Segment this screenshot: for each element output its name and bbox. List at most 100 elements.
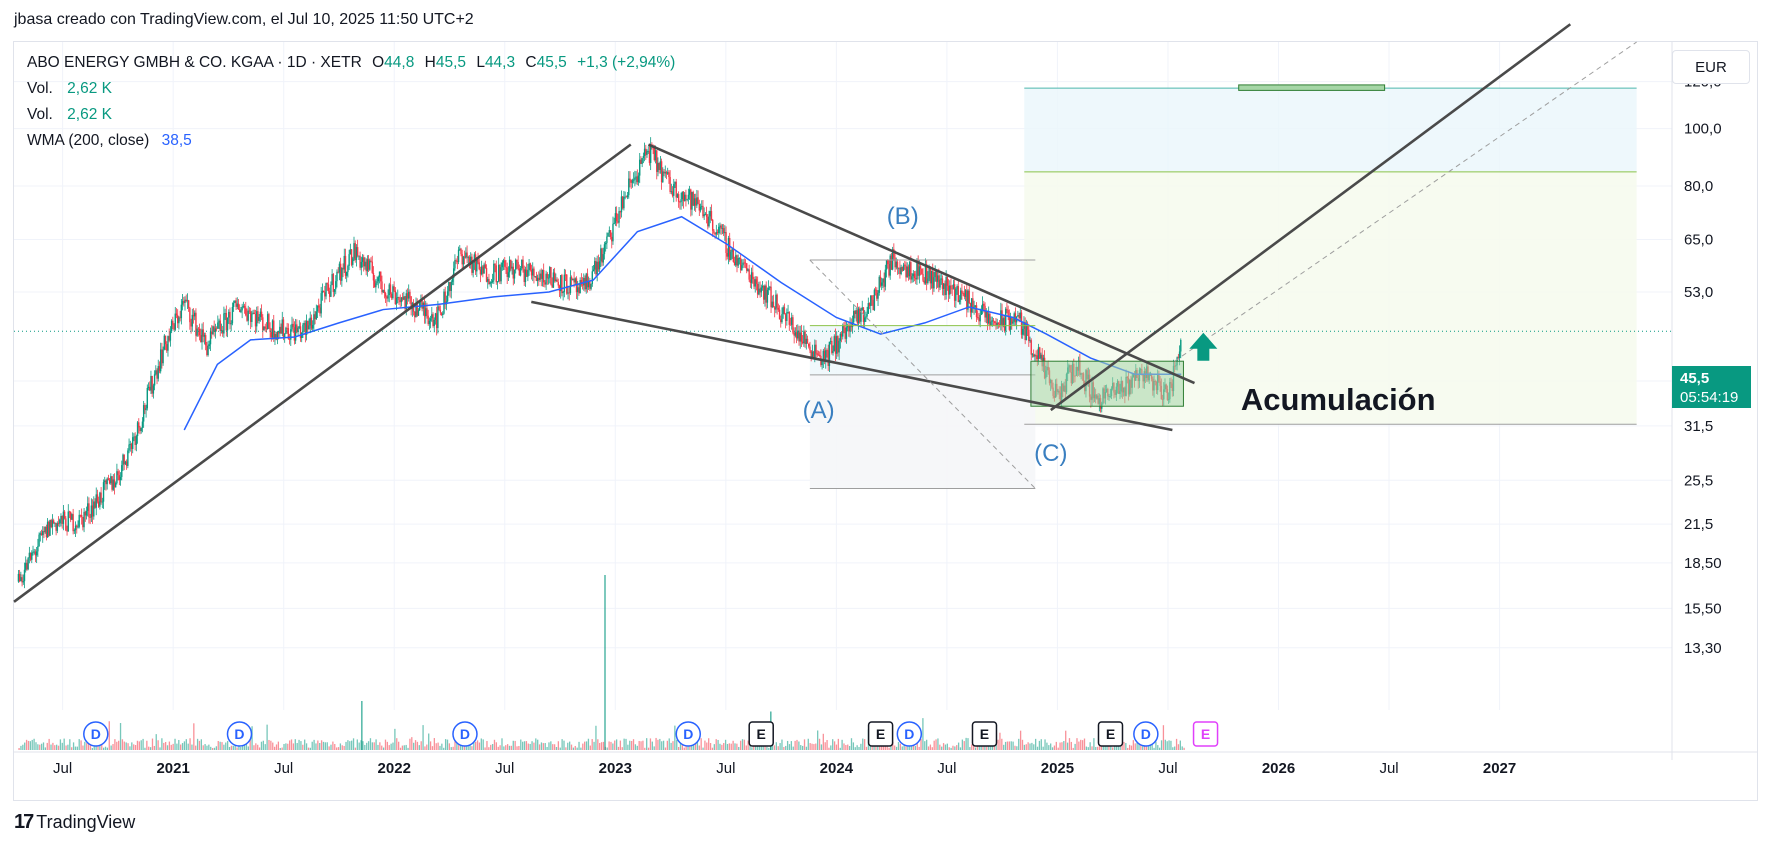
legend-volume-row-1[interactable]: Vol. 2,62 K: [27, 80, 112, 98]
candle-body: [290, 329, 292, 340]
earnings-marker-icon: [971, 721, 998, 747]
volume-bar: [597, 739, 599, 750]
volume-bar: [880, 744, 883, 750]
candle-body: [196, 328, 198, 336]
candle-body: [46, 521, 49, 538]
volume-bar: [969, 747, 971, 750]
volume-bar: [704, 740, 706, 750]
volume-bar: [939, 744, 941, 750]
volume-bar: [369, 738, 372, 750]
candle-body: [434, 313, 437, 320]
volume-bar: [1036, 746, 1039, 750]
volume-bar: [1127, 747, 1129, 750]
candle-body: [512, 266, 514, 279]
price-tick-label: 13,30: [1684, 640, 1722, 657]
volume-bar: [584, 741, 586, 750]
candle-body: [789, 324, 792, 326]
candle-body: [493, 263, 495, 281]
candle-body: [217, 322, 219, 329]
volume-bar: [172, 743, 174, 750]
candle-body: [840, 333, 843, 337]
candle-body: [697, 197, 699, 204]
candle-body: [39, 533, 42, 535]
volume-bar: [779, 743, 781, 750]
legend-wma-row[interactable]: WMA (200, close) 38,5: [27, 132, 192, 150]
candle-body: [87, 503, 89, 511]
candle-body: [352, 258, 354, 265]
candle-body: [773, 307, 776, 310]
wma-value: 38,5: [161, 132, 192, 149]
candle-body: [536, 277, 539, 282]
volume-bar: [352, 738, 355, 750]
volume-bar: [307, 747, 310, 750]
candle-body: [889, 255, 891, 276]
volume-bar: [907, 745, 909, 750]
candle-body: [739, 258, 742, 271]
volume-bar: [1063, 741, 1065, 750]
candle-body: [279, 326, 281, 334]
volume-bar: [967, 738, 969, 750]
candle-body: [654, 150, 657, 161]
candle-body: [84, 511, 86, 516]
candle-body: [780, 319, 782, 323]
candle-body: [68, 511, 71, 513]
volume-bar: [952, 745, 954, 750]
candle-body: [898, 267, 900, 269]
candle-body: [333, 289, 336, 292]
volume-bar: [195, 745, 197, 750]
candle-body: [715, 232, 718, 235]
legend-volume-row-2[interactable]: Vol. 2,62 K: [27, 106, 112, 124]
candle-body: [241, 306, 243, 311]
candle-body: [153, 374, 156, 386]
candle-body: [680, 199, 682, 203]
candle-body: [992, 320, 995, 322]
vol-value: 2,62 K: [67, 80, 112, 97]
candle-body: [93, 501, 95, 517]
candle-body: [950, 285, 952, 289]
volume-bar: [706, 742, 708, 750]
candle-body: [578, 287, 580, 294]
volume-bar: [125, 742, 127, 750]
candle-body: [183, 301, 185, 303]
candle-body: [725, 232, 727, 254]
candle-body: [314, 314, 316, 320]
candle-body: [141, 421, 144, 428]
candle-body: [630, 180, 632, 183]
candle-body: [275, 334, 277, 340]
volume-bar: [897, 742, 900, 750]
candle-body: [102, 482, 105, 502]
candle-body: [902, 264, 905, 271]
candle-body: [113, 479, 116, 488]
candle-body: [128, 444, 130, 451]
volume-bars: [18, 575, 1185, 750]
candle-body: [167, 336, 169, 351]
legend-symbol-row[interactable]: ABO ENERGY GMBH & CO. KGAA · 1D · XETR O…: [27, 54, 675, 72]
candle-body: [347, 265, 349, 273]
candle-body: [397, 297, 399, 298]
tradingview-footer[interactable]: 17 TradingView: [14, 811, 135, 834]
volume-bar: [471, 746, 473, 750]
candle-body: [949, 285, 951, 295]
candle-body: [55, 522, 57, 531]
candle-body: [433, 319, 435, 327]
candle-body: [242, 305, 245, 307]
candle-body: [360, 261, 362, 268]
volume-bar: [745, 745, 747, 750]
dividend-marker-icon: [83, 721, 109, 747]
candle-body: [880, 282, 883, 286]
volume-bar: [22, 744, 24, 750]
candle-body: [268, 314, 270, 328]
candle-body: [472, 262, 474, 273]
candle-body: [1011, 317, 1013, 324]
candle-body: [866, 313, 868, 317]
volume-bar: [1006, 741, 1009, 750]
candle-body: [663, 171, 665, 174]
volume-bar: [552, 744, 554, 750]
candle-body: [215, 328, 218, 330]
candle-body: [589, 281, 591, 289]
candle-body: [125, 461, 128, 466]
currency-button[interactable]: EUR: [1672, 50, 1750, 84]
volume-bar: [794, 740, 796, 750]
candle-body: [533, 268, 535, 277]
